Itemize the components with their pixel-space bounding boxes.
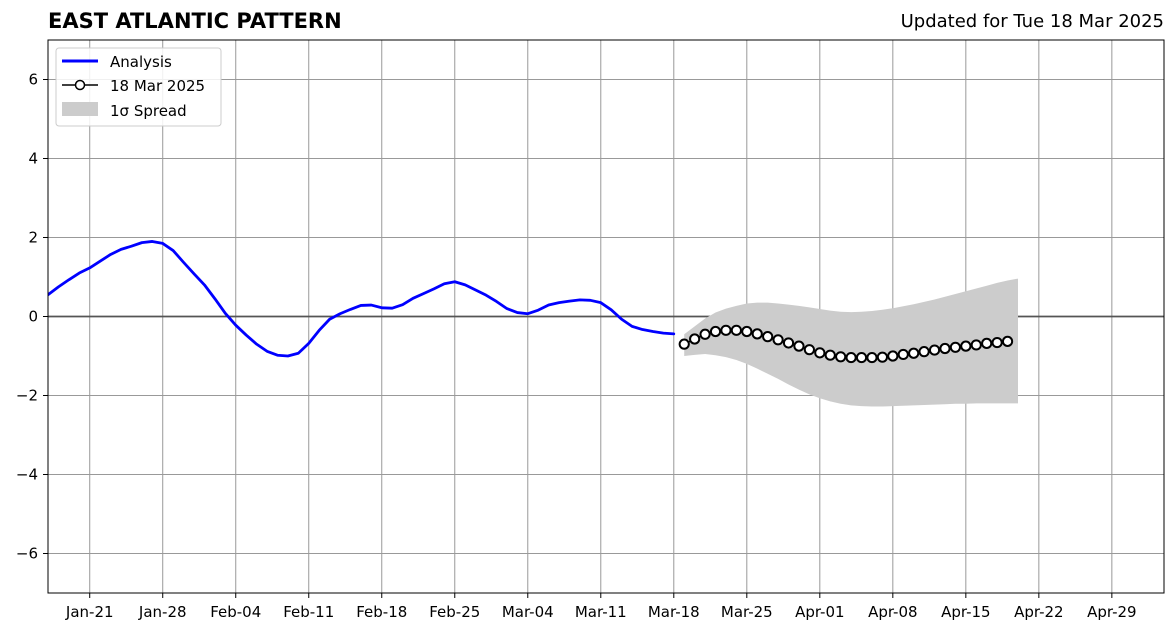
spread-band (684, 278, 1018, 407)
forecast-point (887, 350, 899, 362)
x-tick-label: Feb-11 (283, 603, 334, 621)
data-layer (48, 240, 1018, 407)
forecast-point (939, 342, 951, 355)
forecast-point (949, 341, 962, 353)
forecast-point (824, 349, 836, 361)
forecast-point (689, 333, 701, 345)
legend-spread-swatch (62, 102, 98, 116)
forecast-point (730, 324, 742, 336)
forecast-point (835, 351, 847, 363)
forecast-point (845, 351, 857, 364)
y-tick-label: −2 (16, 387, 38, 405)
forecast-point (991, 336, 1003, 349)
forecast-point (897, 348, 909, 361)
forecast-point (866, 351, 878, 364)
x-tick-label: Apr-08 (868, 603, 918, 621)
forecast-point (793, 340, 805, 352)
x-tick-label: Mar-11 (575, 603, 627, 621)
y-tick-label: 2 (28, 229, 38, 247)
legend-spread-label: 1σ Spread (110, 102, 187, 120)
x-tick-label: Jan-28 (138, 603, 187, 621)
x-tick-label: Apr-22 (1014, 603, 1064, 621)
chart-title: EAST ATLANTIC PATTERN (48, 9, 342, 33)
legend-analysis-label: Analysis (110, 53, 172, 71)
forecast-point (782, 337, 795, 349)
forecast-point (751, 328, 763, 340)
forecast-point (772, 334, 784, 346)
x-tick-label: Feb-18 (356, 603, 407, 621)
forecast-point (855, 351, 868, 364)
forecast-point (678, 338, 690, 350)
forecast-point (981, 337, 993, 349)
y-tick-label: 4 (28, 150, 38, 168)
x-tick-label: Jan-21 (65, 603, 114, 621)
x-tick-label: Mar-25 (721, 603, 773, 621)
forecast-point (699, 328, 711, 340)
legend-forecast-label: 18 Mar 2025 (110, 77, 205, 95)
x-tick-label: Mar-04 (502, 603, 554, 621)
legend: Analysis 18 Mar 2025 1σ Spread (55, 47, 222, 127)
x-tick-label: Apr-01 (795, 603, 845, 621)
x-tick-label: Feb-25 (429, 603, 480, 621)
forecast-point (803, 344, 815, 356)
x-tick-label: Apr-29 (1087, 603, 1137, 621)
forecast-point (814, 347, 826, 359)
updated-subtitle: Updated for Tue 18 Mar 2025 (900, 11, 1164, 32)
axis-layer: Jan-21 Jan-28 Feb-04 Feb-11 Feb-18 Feb-25 Mar-… (16, 71, 1137, 622)
x-tick-label: Feb-04 (210, 603, 261, 621)
x-tick-label: Apr-15 (941, 603, 991, 621)
forecast-point (1001, 335, 1014, 347)
forecast-point (908, 347, 920, 359)
y-tick-label: −4 (16, 466, 38, 484)
forecast-point (918, 346, 930, 358)
forecast-point (720, 324, 732, 336)
y-tick-label: 0 (28, 308, 38, 326)
x-tick-label: Mar-18 (648, 603, 700, 621)
y-tick-label: −6 (16, 545, 38, 563)
analysis-line (48, 240, 676, 358)
forecast-point (970, 339, 982, 351)
forecast-point (928, 344, 941, 356)
forecast-point (876, 351, 888, 363)
legend-forecast-marker (74, 79, 86, 91)
forecast-point (762, 331, 774, 343)
forecast-point (960, 340, 972, 352)
forecast-point (741, 325, 753, 338)
forecast-point (709, 325, 722, 338)
y-tick-label: 6 (28, 71, 38, 89)
